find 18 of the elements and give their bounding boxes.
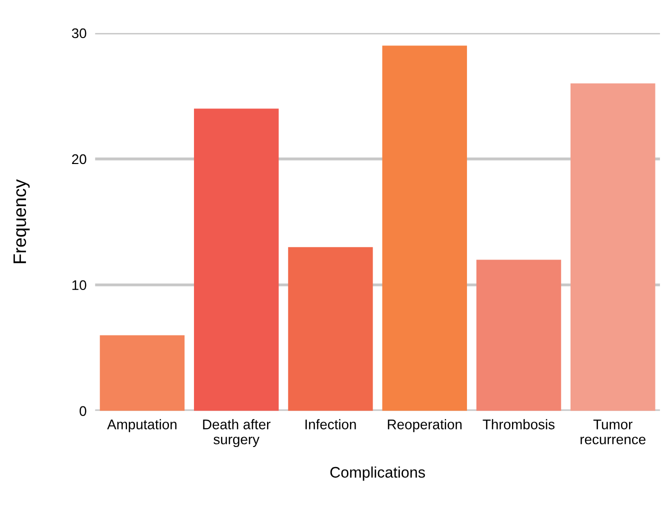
x-tick-label: Tumor recurrence (580, 420, 646, 444)
bar (288, 247, 373, 411)
bar (194, 108, 279, 411)
y-tick-label: 30 (72, 28, 86, 38)
y-axis-title: Frequency (14, 179, 30, 264)
bar (476, 260, 562, 411)
x-tick-label: Infection (306, 419, 356, 430)
x-axis-title: Complications (330, 466, 425, 481)
y-tick-label: 0 (80, 406, 86, 416)
y-tick-label: 20 (72, 154, 86, 164)
x-tick-label: Death after surgery (203, 419, 270, 448)
bar (570, 83, 656, 411)
x-tick-label: Reoperation (388, 419, 462, 432)
bar (382, 46, 467, 411)
x-tick-label: Amputation (107, 419, 176, 432)
y-tick-label: 10 (72, 280, 86, 290)
bar (100, 335, 185, 411)
x-tick-label: Thrombosis (482, 419, 555, 430)
